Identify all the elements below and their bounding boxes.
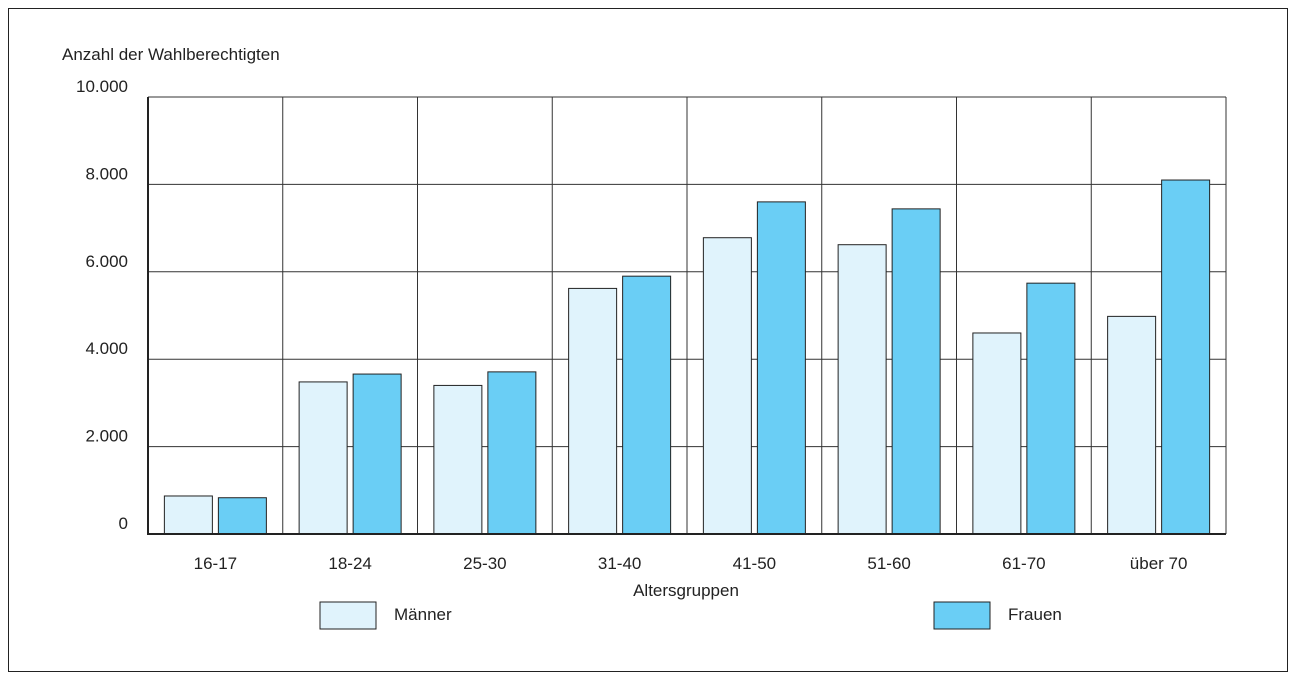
bar-frauen-4 — [756, 201, 806, 535]
x-tick-label: 41-50 — [733, 554, 776, 573]
y-tick-label: 2.000 — [85, 427, 128, 446]
y-tick-label: 4.000 — [85, 339, 128, 358]
bar-maenner-4 — [702, 237, 752, 535]
bar-frauen-3 — [622, 275, 672, 535]
bar-maenner-1 — [298, 381, 348, 535]
x-tick-label: über 70 — [1130, 554, 1188, 573]
bar-maenner-5 — [837, 244, 887, 535]
legend-label: Männer — [394, 605, 452, 624]
bars — [163, 179, 1211, 535]
bar-maenner-0 — [163, 495, 213, 535]
y-tick-label: 6.000 — [85, 252, 128, 271]
x-tick-label: 25-30 — [463, 554, 506, 573]
bar-frauen-0 — [217, 497, 267, 535]
y-tick-label: 0 — [119, 514, 128, 533]
y-tick-label: 10.000 — [76, 77, 128, 96]
y-tick-label: 8.000 — [85, 164, 128, 183]
bar-frauen-1 — [352, 373, 402, 535]
x-tick-label: 51-60 — [867, 554, 910, 573]
x-tick-label: 31-40 — [598, 554, 641, 573]
bar-maenner-3 — [568, 287, 618, 535]
x-tick-label: 18-24 — [328, 554, 371, 573]
x-axis-label: Altersgruppen — [633, 581, 739, 600]
x-tick-label: 16-17 — [194, 554, 237, 573]
legend: Männer Frauen — [319, 601, 1062, 630]
axes — [147, 97, 1226, 535]
bar-frauen-5 — [891, 208, 941, 535]
bar-maenner-6 — [972, 332, 1022, 535]
bar-frauen-6 — [1026, 282, 1076, 535]
bar-maenner-2 — [433, 384, 483, 535]
x-tick-label: 61-70 — [1002, 554, 1045, 573]
bar-frauen-2 — [487, 371, 537, 535]
legend-swatch — [933, 601, 991, 630]
x-tick-labels: 16-17 18-24 25-30 31-40 41-50 51-60 61-70 über … — [194, 554, 1188, 573]
legend-label: Frauen — [1008, 605, 1062, 624]
bar-frauen-7 — [1161, 179, 1211, 535]
y-tick-labels: 0 2.000 4.000 6.000 8.000 10.000 — [76, 77, 128, 533]
y-axis-label: Anzahl der Wahlberechtigten — [62, 45, 280, 64]
bar-maenner-7 — [1107, 315, 1157, 535]
legend-swatch — [319, 601, 377, 630]
